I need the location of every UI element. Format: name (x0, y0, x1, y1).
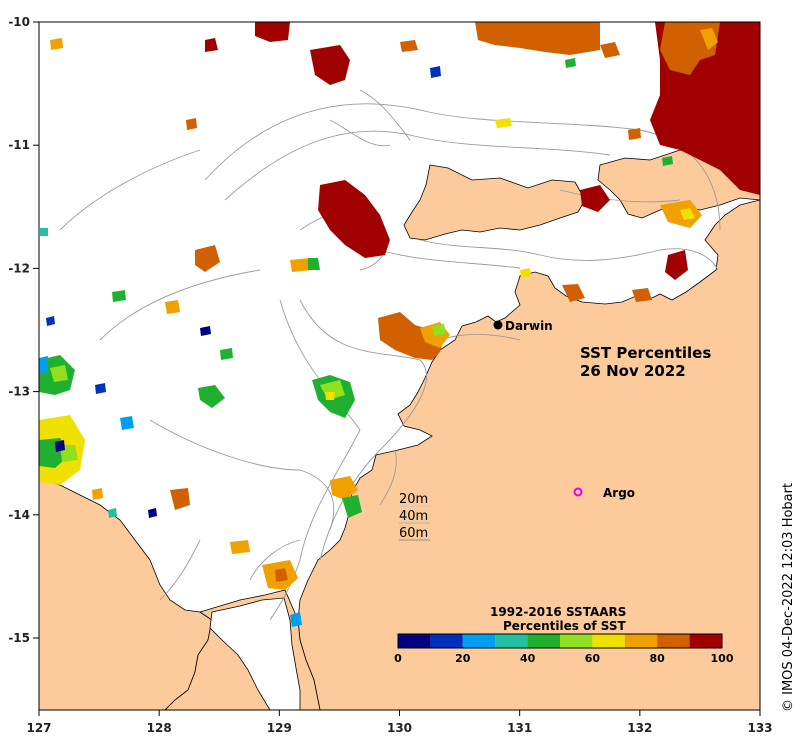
colorbar-tick-label: 20 (455, 652, 471, 665)
colorbar-swatch (689, 634, 722, 648)
darwin-marker (493, 320, 503, 330)
argo-label: Argo (603, 486, 635, 500)
colorbar-swatches (397, 633, 723, 649)
sst-percentile-patches (39, 22, 760, 627)
colorbar-swatch (657, 634, 690, 648)
y-tick-label: -10 (8, 15, 30, 29)
map-title-line1: SST Percentiles (580, 344, 711, 362)
colorbar-swatch (592, 634, 625, 648)
colorbar-swatch (430, 634, 463, 648)
darwin-label: Darwin (505, 319, 553, 333)
colorbar-swatch (398, 634, 431, 648)
colorbar-tick-label: 60 (585, 652, 601, 665)
x-tick-label: 129 (267, 721, 292, 735)
credit-text: © IMOS 04-Dec-2022 12:03 Hobart (781, 483, 796, 712)
colorbar-ticks: 0 20 40 60 80 100 (394, 652, 734, 665)
map-title-line2: 26 Nov 2022 (580, 362, 686, 380)
y-axis: -10 -11 -12 -13 -14 -15 (8, 15, 39, 645)
colorbar: 1992-2016 SSTAARS Percentiles of SST 0 20… (394, 605, 734, 665)
isobath-20m: 20m (399, 492, 428, 507)
x-axis: 127 128 129 130 131 132 133 (26, 710, 773, 735)
colorbar-swatch (560, 634, 593, 648)
colorbar-swatch (495, 634, 528, 648)
isobath-60m: 60m (399, 526, 428, 541)
colorbar-swatch (624, 634, 658, 648)
colorbar-tick-label: 40 (520, 652, 536, 665)
isobath-legend: 20m 40m 60m (399, 492, 430, 541)
colorbar-tick-label: 80 (650, 652, 666, 665)
x-tick-label: 132 (627, 721, 652, 735)
x-tick-label: 133 (747, 721, 772, 735)
colorbar-tick-label: 0 (394, 652, 402, 665)
gulf-water (209, 597, 301, 710)
x-tick-label: 130 (387, 721, 412, 735)
colorbar-frame (397, 633, 723, 649)
colorbar-tick-label: 100 (711, 652, 734, 665)
y-tick-label: -12 (8, 261, 30, 275)
colorbar-title-line2: Percentiles of SST (503, 619, 626, 633)
land-peninsula (403, 164, 586, 241)
x-tick-label: 128 (147, 721, 172, 735)
x-tick-label: 127 (26, 721, 51, 735)
isobath-40m: 40m (399, 509, 428, 524)
colorbar-title-line1: 1992-2016 SSTAARS (490, 605, 626, 619)
y-tick-label: -14 (8, 508, 30, 522)
colorbar-swatch (527, 634, 560, 648)
y-tick-label: -13 (8, 385, 30, 399)
land-mainland (297, 199, 760, 710)
y-tick-label: -11 (8, 138, 30, 152)
argo-marker (573, 487, 583, 497)
y-tick-label: -15 (8, 631, 30, 645)
bathymetry-contours (59, 89, 721, 621)
colorbar-swatch (462, 634, 496, 648)
x-tick-label: 131 (507, 721, 532, 735)
